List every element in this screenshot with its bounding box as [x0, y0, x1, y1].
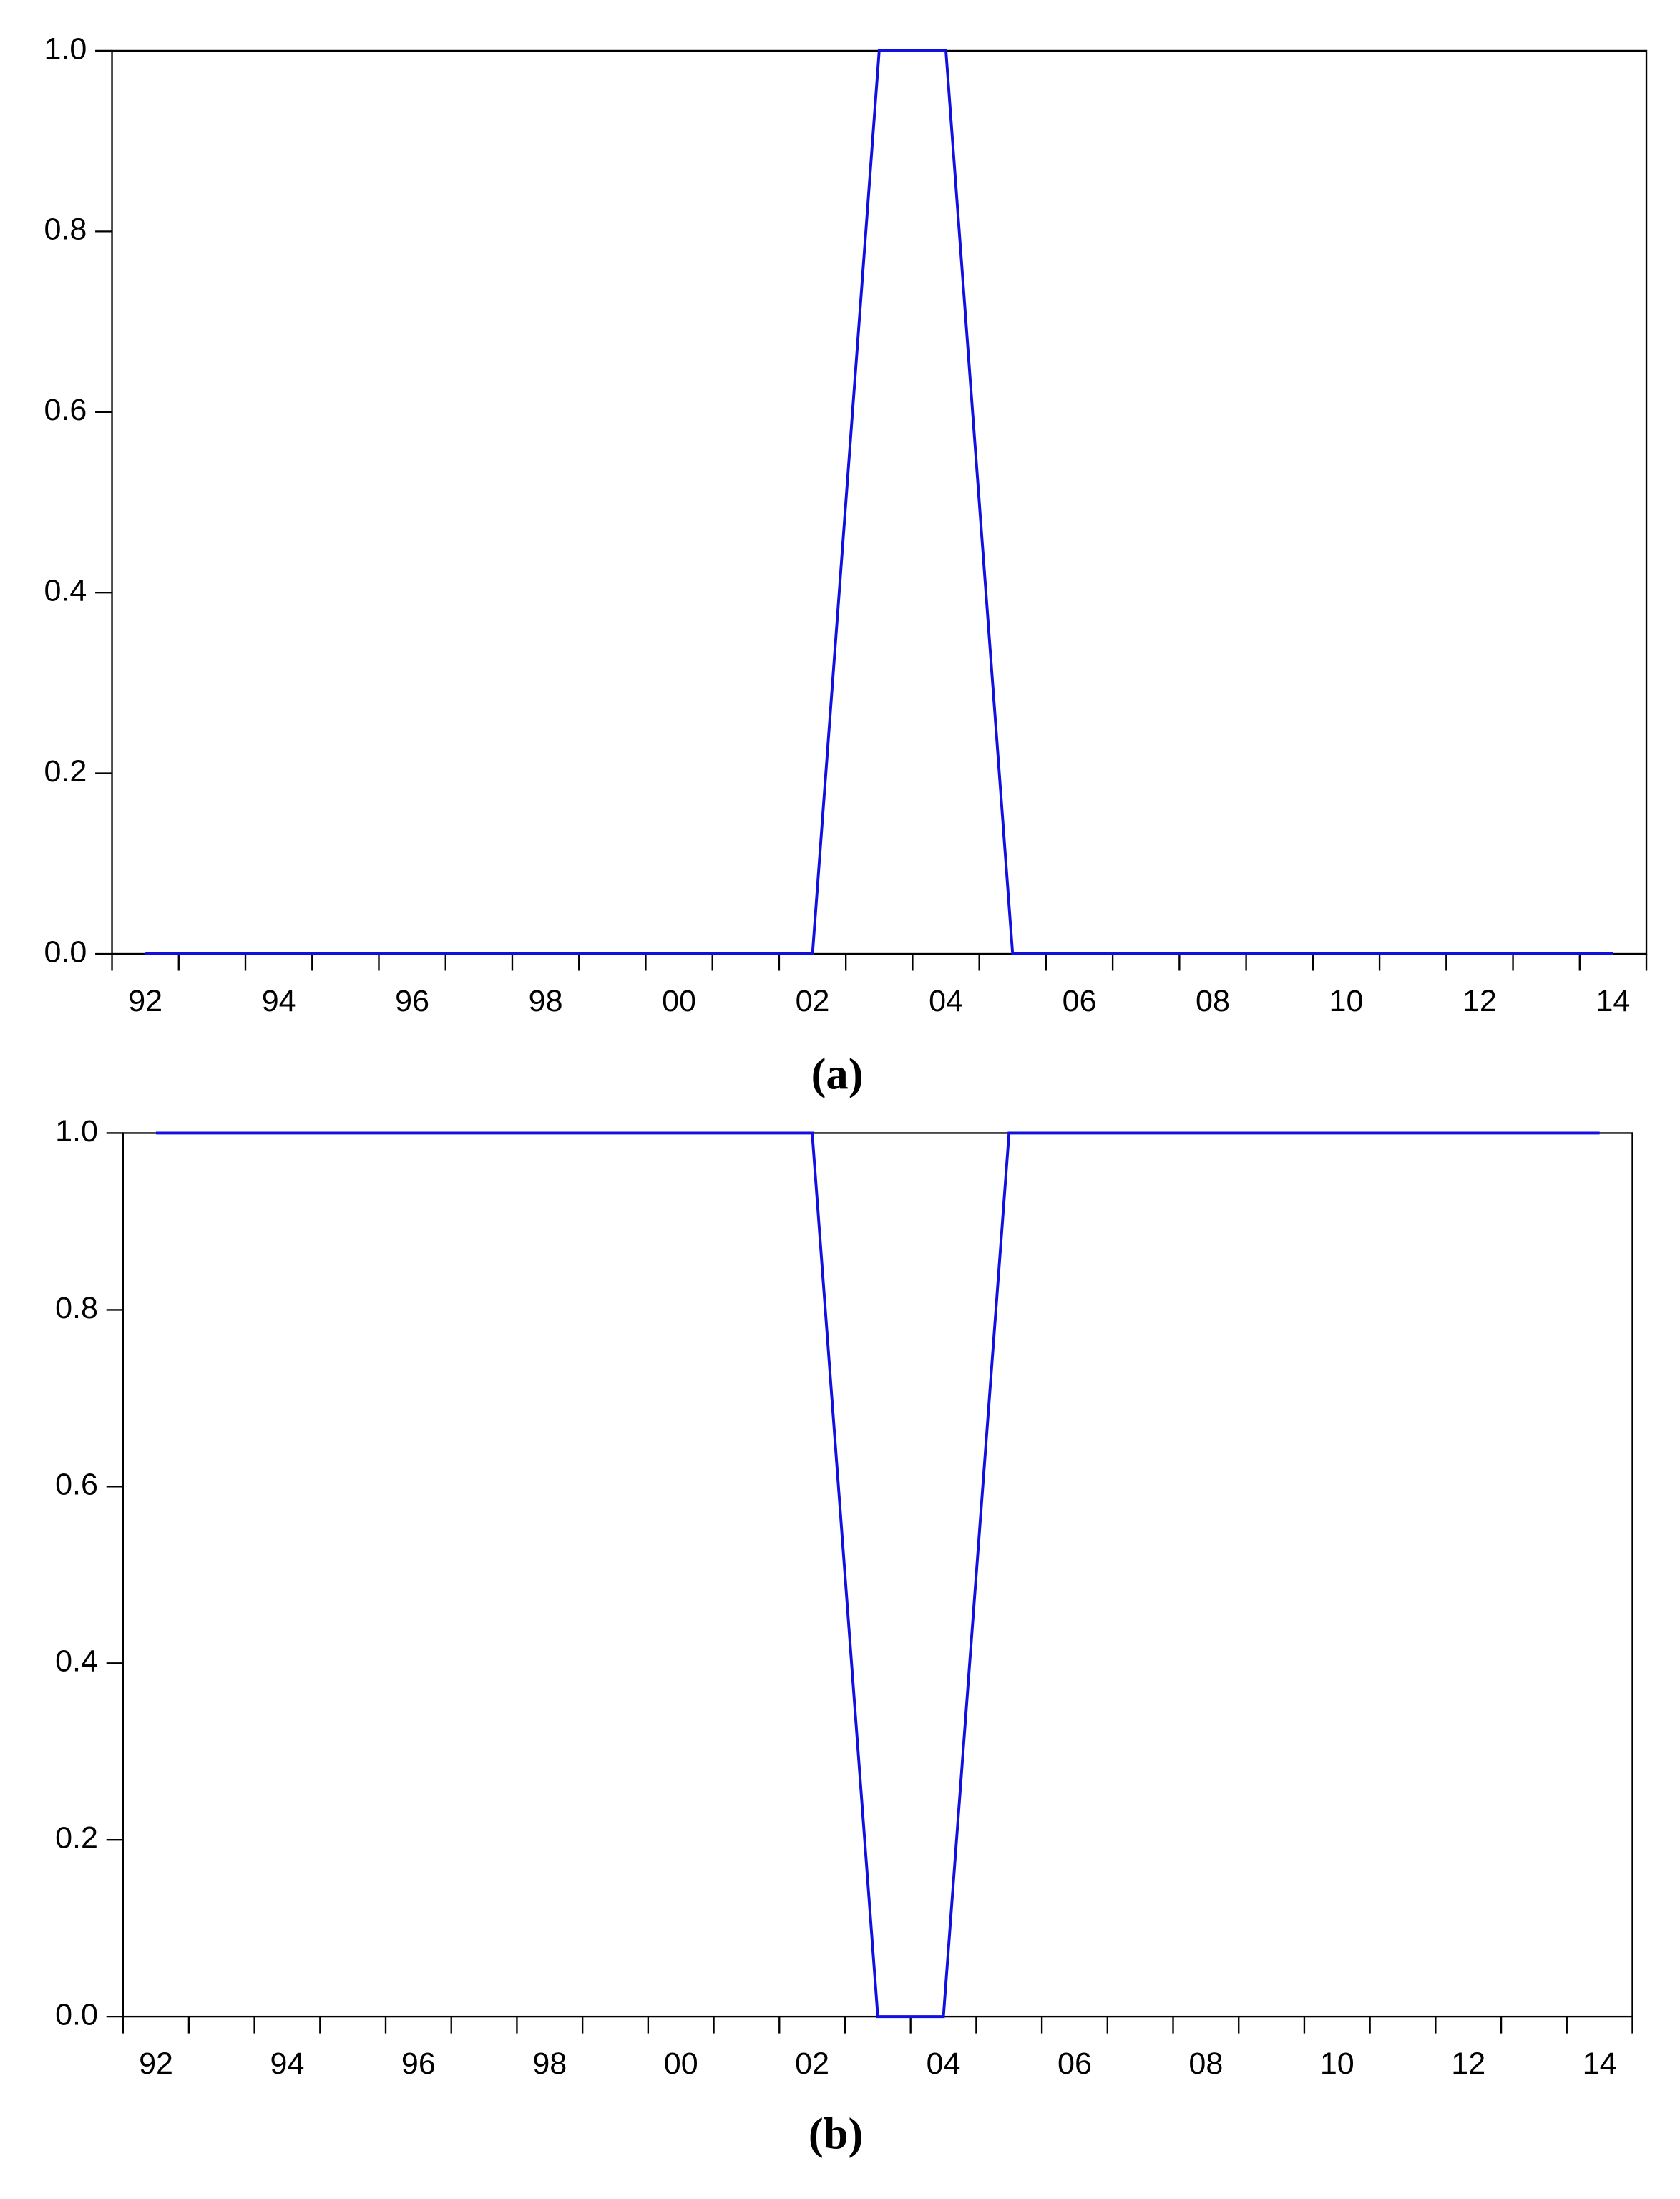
y-tick-label: 0.0	[55, 1997, 98, 2032]
data-line	[145, 49, 1613, 955]
data-line	[156, 1131, 1600, 2019]
x-tick-label: 06	[1058, 2047, 1092, 2081]
x-tick-label: 94	[262, 984, 296, 1018]
x-tick-label: 00	[664, 2047, 698, 2081]
x-tick-label: 92	[128, 984, 162, 1018]
plot-frame	[122, 1132, 1633, 2018]
y-tick-label: 0.4	[44, 574, 87, 608]
y-tick-label: 0.8	[55, 1291, 98, 1325]
x-tick-label: 96	[395, 984, 429, 1018]
y-tick-label: 0.2	[44, 754, 87, 789]
x-tick-label: 04	[929, 984, 963, 1018]
x-tick-label: 98	[532, 2047, 567, 2081]
panel-caption: (a)	[811, 1049, 864, 1099]
panel-caption: (b)	[809, 2109, 864, 2159]
x-tick-label: 12	[1451, 2047, 1485, 2081]
x-tick-label: 94	[270, 2047, 305, 2081]
y-tick-label: 0.2	[55, 1821, 98, 1856]
x-tick-label: 96	[401, 2047, 436, 2081]
x-tick-label: 08	[1188, 2047, 1223, 2081]
x-tick-label: 08	[1196, 984, 1230, 1018]
x-tick-label: 04	[927, 2047, 961, 2081]
y-tick-label: 0.4	[55, 1644, 98, 1679]
x-tick-label: 14	[1596, 984, 1630, 1018]
x-tick-label: 06	[1063, 984, 1097, 1018]
y-tick-label: 0.0	[44, 935, 87, 969]
x-tick-label: 10	[1320, 2047, 1354, 2081]
x-tick-label: 98	[529, 984, 563, 1018]
y-tick-label: 0.6	[55, 1468, 98, 1502]
plot-frame	[111, 49, 1648, 955]
y-tick-label: 0.6	[44, 393, 87, 427]
x-tick-label: 02	[796, 984, 830, 1018]
y-tick-label: 1.0	[44, 31, 87, 66]
x-tick-label: 02	[795, 2047, 829, 2081]
x-tick-label: 00	[662, 984, 696, 1018]
y-tick-label: 1.0	[55, 1114, 98, 1149]
x-tick-label: 12	[1462, 984, 1497, 1018]
x-tick-label: 14	[1583, 2047, 1617, 2081]
x-tick-label: 92	[139, 2047, 173, 2081]
x-tick-label: 10	[1329, 984, 1364, 1018]
y-tick-label: 0.8	[44, 213, 87, 247]
